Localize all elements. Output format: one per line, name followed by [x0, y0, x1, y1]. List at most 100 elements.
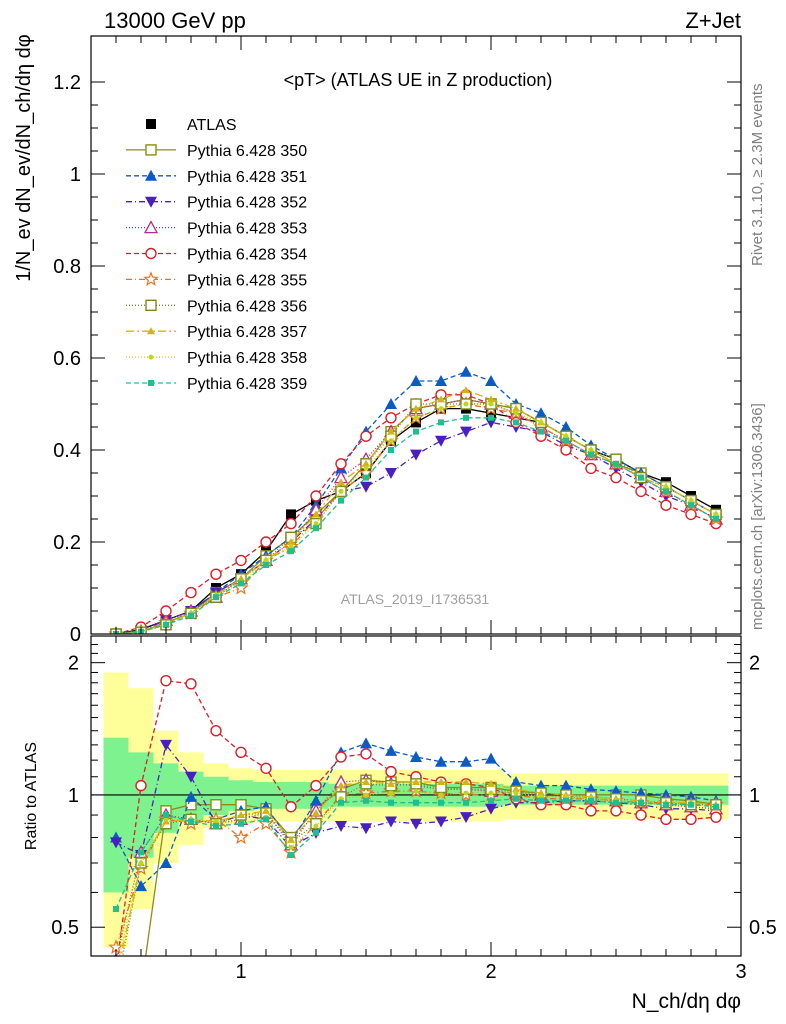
legend-label-4: Pythia 6.428 353 [187, 221, 307, 238]
ratio-series-8-point-0 [114, 967, 119, 972]
ratio-series-4-point-7 [285, 801, 297, 813]
ratio-series-4-point-9 [335, 751, 347, 763]
main-series-5-point-11 [385, 412, 397, 424]
ratio-y-tick-label: 1 [68, 785, 79, 807]
ratio-series-4-point-24 [710, 811, 722, 823]
main-series-9-point-13 [438, 406, 444, 412]
ratio-series-9-point-17 [538, 797, 544, 804]
ratio-series-9-point-13 [438, 799, 444, 806]
legend-marker-3 [145, 196, 157, 208]
main-series-5-point-6 [260, 536, 272, 548]
ratio-series-8-point-2 [163, 816, 169, 822]
main-series-5-point-9 [335, 458, 347, 470]
ratio-series-2-point-14 [460, 812, 472, 824]
main-series-5-point-20 [610, 471, 622, 484]
ratio-series-1-point-14 [460, 755, 472, 767]
ratio-series-9-point-10 [363, 797, 369, 804]
ratio-series-1-point-1 [135, 880, 147, 892]
main-series-10-point-21 [638, 474, 644, 481]
ratio-series-9-point-24 [713, 803, 719, 810]
main-series-2-point-17 [535, 407, 547, 419]
main-y-tick-label: 1.2 [53, 72, 81, 94]
main-series-10-point-23 [688, 502, 694, 509]
ratio-series-1-point-11 [385, 744, 397, 756]
ratio-bands [103, 672, 729, 948]
ratio-series-1-point-3 [185, 790, 197, 802]
ratio-series-7-point-8 [312, 808, 320, 816]
main-series-9-point-18 [563, 433, 569, 439]
main-series-3-point-14 [460, 426, 472, 438]
ratio-series-4-point-11 [385, 765, 397, 778]
ratio-series-2-point-9 [335, 820, 347, 832]
legend: ATLAS Pythia 6.428 350 Pythia 6.428 351 Pyt… [126, 117, 307, 393]
main-series-10-point-12 [413, 428, 419, 435]
ratio-series-9-point-11 [388, 799, 394, 806]
ratio-series-7-point-12 [412, 778, 420, 786]
main-series-0-point-12 [411, 417, 421, 428]
main-series-9-point-17 [538, 419, 544, 425]
legend-marker-2 [145, 169, 157, 181]
main-series-2-point-11 [385, 398, 397, 409]
main-frame [90, 35, 742, 635]
ratio-series-4-point-0 [111, 965, 121, 975]
main-series-10-point-4 [213, 594, 219, 601]
legend-marker-6 [143, 271, 159, 287]
ratio-series-7-point-16 [512, 785, 520, 793]
main-series-3-point-10 [360, 481, 372, 493]
ratio-band-inner-1 [128, 752, 154, 858]
ratio-series-2-point-0 [110, 837, 122, 849]
ratio-y-tick-label-right: 2 [749, 653, 760, 675]
main-series-5-point-21 [635, 485, 647, 498]
legend-marker-9 [148, 354, 154, 360]
ratio-series-4-point-4 [210, 725, 222, 737]
ratio-series-4-point-8 [310, 779, 322, 792]
ratio-series-9-point-0 [113, 906, 119, 913]
main-series-9-point-23 [688, 498, 694, 504]
ratio-series-8-point-10 [363, 792, 369, 798]
ratio-series-8-point-11 [388, 790, 394, 796]
main-series-10-point-17 [538, 428, 544, 435]
main-series-9-point-8 [313, 521, 319, 527]
ratio-series-2-point-10 [360, 823, 372, 835]
ratio-series-5-point-6 [258, 815, 274, 831]
ratio-series-2-point-15 [485, 803, 497, 815]
legend-label-0: ATLAS [187, 117, 237, 134]
ratio-series-0-point-4 [210, 799, 222, 811]
legend-label-9: Pythia 6.428 358 [187, 350, 307, 367]
main-series-0-point-7 [286, 509, 296, 520]
ratio-series-1-point-8 [310, 794, 322, 806]
legend-label-8: Pythia 6.428 357 [187, 324, 307, 341]
main-series-10-point-15 [488, 414, 494, 421]
ratio-series-7-point-0 [112, 976, 120, 983]
main-series-9-point-19 [588, 447, 594, 453]
ratio-series-1-point-16 [510, 776, 522, 788]
main-y-tick-label: 0.6 [53, 348, 81, 370]
main-series-10-point-8 [313, 525, 319, 532]
ratio-axes: 0.5 0.5 1 1 2 2 1 2 3 [51, 636, 777, 983]
main-series-8-point-15 [487, 395, 495, 403]
main-series-10-point-5 [238, 580, 244, 587]
header-left: 13000 GeV pp [104, 8, 246, 33]
ratio-series-1-point-15 [485, 752, 497, 764]
main-series-10-point-11 [388, 447, 394, 453]
main-series-8-point-11 [387, 427, 395, 435]
main-y-tick-label: 0 [70, 624, 81, 646]
main-series-10-point-3 [188, 612, 194, 619]
main-series-9-point-24 [713, 511, 719, 517]
ratio-y-tick-label: 0.5 [51, 917, 79, 939]
ratio-series-4-point-2 [160, 674, 172, 687]
legend-label-5: Pythia 6.428 354 [187, 247, 307, 264]
main-series-8-point-9 [337, 478, 345, 486]
main-series-5-point-22 [660, 499, 672, 511]
ratio-series-9-point-16 [513, 795, 519, 802]
ratio-series-9-point-20 [613, 799, 619, 806]
legend-label-1: Pythia 6.428 350 [187, 143, 307, 160]
main-y-tick-label: 0.4 [53, 440, 81, 462]
ratio-series-7-point-15 [487, 779, 495, 787]
main-series-5-point-7 [285, 517, 297, 530]
ratio-series-7-point-7 [287, 835, 295, 843]
main-series-9-point-6 [263, 557, 269, 563]
ratio-series-1-point-13 [435, 755, 447, 767]
ratio-y-tick-label: 2 [68, 653, 79, 675]
